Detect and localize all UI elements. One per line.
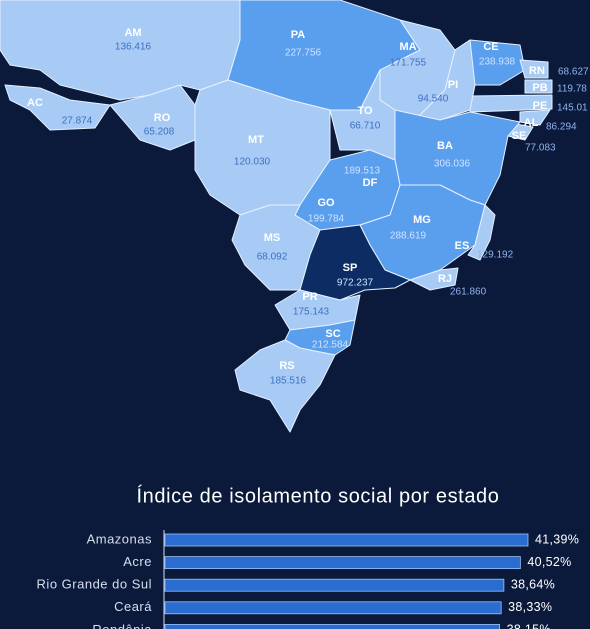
value-label: 40,52% <box>527 555 571 569</box>
state-code: PB <box>532 82 547 94</box>
state-code: AC <box>27 97 43 109</box>
bar <box>164 601 502 615</box>
state-shape <box>519 59 549 79</box>
state-value: 77.083 <box>525 143 556 154</box>
state-code: BA <box>437 140 453 152</box>
state-value: 185.516 <box>270 376 307 387</box>
bar <box>164 556 521 569</box>
bar <box>164 533 529 547</box>
state-value: 68.627 <box>558 67 589 78</box>
state-value: 189.513 <box>344 166 381 177</box>
state-code: PR <box>302 291 317 303</box>
state-code: RS <box>279 360 294 372</box>
value-label: 38,33% <box>508 600 552 614</box>
state-value: 212.584 <box>312 340 349 351</box>
state-code: MT <box>248 134 264 146</box>
state-code: SP <box>343 262 358 274</box>
state-value: 199.784 <box>308 214 345 225</box>
state-value: 66.710 <box>350 121 381 132</box>
bar <box>164 624 500 629</box>
map: AM 136.416 PA 227.756 MA 171.755 CE 238.938 RN 68… <box>0 0 589 433</box>
category-label: Rondônia <box>92 622 152 629</box>
state-shape <box>299 224 411 301</box>
state-value: 972.237 <box>337 278 374 289</box>
state-code: MA <box>399 41 416 53</box>
state-shape <box>234 339 336 433</box>
value-label: 38,15% <box>507 623 551 629</box>
state-code: SE <box>512 130 527 142</box>
state-value: 288.619 <box>390 231 427 242</box>
state-code: PE <box>533 100 548 112</box>
category-label: Amazonas <box>87 531 152 546</box>
state-value: 238.938 <box>479 57 516 68</box>
category-label: Ceará <box>114 599 152 614</box>
state-value: 136.416 <box>115 42 152 53</box>
state-code: RJ <box>438 273 452 285</box>
value-label: 41,39% <box>535 532 579 546</box>
state-code: MS <box>264 232 281 244</box>
bar <box>164 578 505 592</box>
state-value: 120.030 <box>234 157 271 168</box>
state-code: ES <box>455 240 470 252</box>
state-shape <box>519 109 551 126</box>
state-value: 145.01 <box>557 103 588 114</box>
state-value: 68.092 <box>257 252 288 263</box>
category-label: Rio Grande do Sul <box>37 577 152 592</box>
state-code: RN <box>529 65 545 77</box>
category-label: Acre <box>123 554 152 569</box>
state-shape <box>409 267 459 291</box>
state-value: 129.192 <box>477 250 514 261</box>
state-value: 27.874 <box>62 116 93 127</box>
state-value: 306.036 <box>434 159 471 170</box>
state-shape <box>524 79 553 94</box>
state-code: AL <box>524 117 539 129</box>
state-code: MG <box>413 214 431 226</box>
state-value: 119.78 <box>557 84 587 95</box>
state-code: TO <box>357 105 373 117</box>
chart-title: Índice de isolamento social por estado <box>136 484 499 507</box>
state-value: 175.143 <box>293 307 330 318</box>
state-code: RO <box>154 112 171 124</box>
state-value: 86.294 <box>546 122 577 133</box>
bar-chart: Amazonas 41,39% Acre 40,52% Rio Grande do Su… <box>37 531 579 629</box>
state-code: DF <box>363 177 378 189</box>
state-code: GO <box>317 197 335 209</box>
state-shape <box>467 204 496 261</box>
state-code: AM <box>124 27 141 39</box>
state-shape <box>4 84 111 131</box>
state-value: 65.208 <box>144 127 175 138</box>
state-code: CE <box>483 41 498 53</box>
state-value: 261.860 <box>450 287 487 298</box>
state-value: 94.540 <box>418 94 449 105</box>
value-label: 38,64% <box>511 577 555 591</box>
state-value: 227.756 <box>285 48 322 59</box>
state-code: PI <box>448 79 458 91</box>
state-value: 171.755 <box>390 58 427 69</box>
state-code: SC <box>325 328 340 340</box>
state-code: PA <box>291 29 306 41</box>
